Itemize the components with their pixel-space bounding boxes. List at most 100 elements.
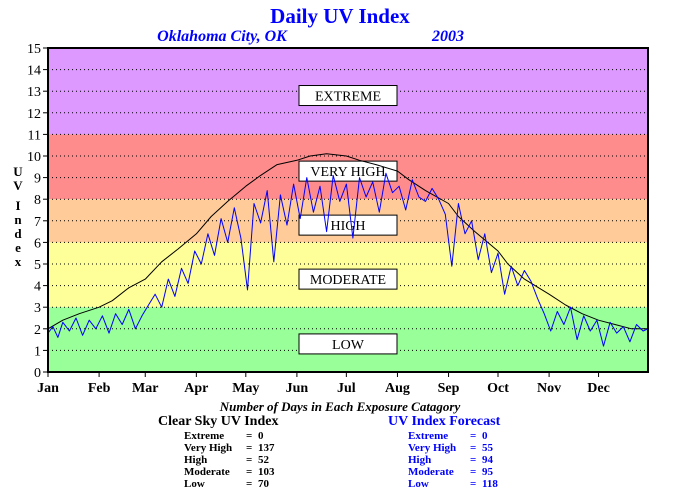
- summary-row-label: Low: [184, 478, 205, 490]
- summary-row-value: 137: [258, 442, 275, 454]
- summary-row: High = 94: [408, 454, 512, 466]
- band-label-box-extreme: [298, 85, 398, 107]
- equals-sign: =: [246, 430, 253, 442]
- x-tick-label-jan: Jan: [37, 381, 59, 396]
- summary-row-value: 52: [258, 454, 269, 466]
- clear-sky-summary-header: Clear Sky UV Index: [158, 414, 279, 429]
- y-tick-label: 15: [27, 42, 41, 57]
- equals-sign: =: [246, 478, 253, 490]
- summary-row: Extreme = 0: [184, 430, 288, 442]
- summary-row-label: Extreme: [408, 430, 449, 442]
- summary-row: Low = 118: [408, 478, 512, 490]
- x-tick-label-nov: Nov: [537, 381, 561, 396]
- y-tick-label: 6: [34, 236, 41, 251]
- x-tick-label-oct: Oct: [487, 381, 509, 396]
- y-axis-label-letter: n: [14, 212, 22, 227]
- x-tick-label-jul: Jul: [337, 381, 356, 396]
- chart-title: Daily UV Index: [270, 4, 410, 28]
- x-tick-label-dec: Dec: [587, 381, 610, 396]
- y-tick-label: 5: [34, 258, 41, 273]
- band-label-box-moderate: [298, 268, 398, 290]
- y-axis-label-letter: x: [15, 254, 22, 269]
- y-tick-label: 11: [28, 128, 41, 143]
- y-axis-label-letter: I: [15, 198, 20, 213]
- forecast-summary-header: UV Index Forecast: [388, 414, 501, 429]
- summary-row: High = 52: [184, 454, 288, 466]
- summary-row-label: Low: [408, 478, 429, 490]
- y-tick-label: 0: [34, 366, 41, 381]
- chart-subtitle-location: Oklahoma City, OK: [157, 28, 288, 45]
- band-label-box-low: [298, 333, 398, 355]
- summary-row-label: Very High: [408, 442, 457, 454]
- summary-row-label: Extreme: [184, 430, 225, 442]
- band-label-extreme: EXTREME: [315, 90, 381, 105]
- y-tick-label: 7: [34, 215, 41, 230]
- summary-row-label: Very High: [184, 442, 233, 454]
- x-tick-label-mar: Mar: [132, 381, 158, 396]
- y-axis-label-letter: e: [15, 240, 21, 255]
- summary-row: Moderate = 95: [408, 466, 512, 478]
- x-tick-label-apr: Apr: [184, 381, 208, 396]
- y-tick-label: 12: [27, 107, 41, 122]
- y-tick-label: 4: [34, 280, 41, 295]
- equals-sign: =: [470, 466, 477, 478]
- forecast-summary: UV Index Forecast Extreme = 0 Very High = 55…: [388, 414, 512, 490]
- summary-row: Very High = 137: [184, 442, 288, 454]
- y-tick-label: 14: [27, 64, 41, 79]
- band-label-moderate: MODERATE: [310, 273, 386, 288]
- y-tick-label: 1: [34, 344, 41, 359]
- x-axis-ticks: Jan Feb Mar Apr May Jun Jul Aug Sep Oct Nov Dec: [37, 372, 610, 396]
- x-tick-label-feb: Feb: [88, 381, 111, 396]
- band-label-low: LOW: [332, 338, 365, 353]
- series-line-clear-sky-uv-index: [47, 153, 648, 330]
- x-tick-label-aug: Aug: [385, 381, 410, 396]
- summary-row-value: 70: [258, 478, 269, 490]
- equals-sign: =: [470, 478, 477, 490]
- summary-row: Moderate = 103: [184, 466, 288, 478]
- equals-sign: =: [246, 466, 253, 478]
- summary-row-value: 0: [482, 430, 488, 442]
- band-label-high: HIGH: [331, 219, 366, 234]
- series-line-uv-index-forecast: [47, 172, 649, 347]
- plot-frame: [47, 47, 649, 373]
- y-tick-label: 9: [34, 172, 41, 187]
- y-tick-label: 8: [34, 193, 41, 208]
- summary-row-label: High: [184, 454, 208, 466]
- x-tick-label-may: May: [232, 381, 259, 396]
- summary-row-value: 118: [482, 478, 498, 490]
- y-axis-label-letter: d: [14, 226, 22, 241]
- y-tick-label: 2: [34, 323, 41, 338]
- equals-sign: =: [246, 442, 253, 454]
- x-tick-label-sep: Sep: [438, 381, 460, 396]
- summary-row-value: 94: [482, 454, 493, 466]
- summary-row-value: 95: [482, 466, 493, 478]
- y-tick-label: 10: [27, 150, 41, 165]
- equals-sign: =: [470, 454, 477, 466]
- y-tick-label: 3: [34, 301, 41, 316]
- x-tick-label-jun: Jun: [286, 381, 309, 396]
- band-label-box-high: [298, 214, 398, 236]
- summary-row-value: 55: [482, 442, 493, 454]
- y-tick-label: 13: [27, 85, 41, 100]
- summary-row: Extreme = 0: [408, 430, 512, 442]
- summary-row-label: Moderate: [184, 466, 230, 478]
- summary-row-label: Moderate: [408, 466, 454, 478]
- y-axis-label-letter: V: [13, 178, 23, 193]
- summary-row-value: 0: [258, 430, 264, 442]
- series-lines: [47, 153, 649, 347]
- equals-sign: =: [246, 454, 253, 466]
- summary-row-value: 103: [258, 466, 275, 478]
- y-axis-label-letter: U: [13, 164, 23, 179]
- equals-sign: =: [470, 442, 477, 454]
- summary-row-label: High: [408, 454, 432, 466]
- summary-row: Very High = 55: [408, 442, 512, 454]
- band-label-very-high: VERY HIGH: [310, 165, 385, 180]
- summary-row: Low = 70: [184, 478, 288, 490]
- band-labels: EXTREME VERY HIGH HIGH MODERATE LOW: [298, 85, 398, 355]
- summary-title: Number of Days in Each Exposure Catagory: [219, 399, 461, 414]
- chart-subtitle-year: 2003: [431, 28, 464, 45]
